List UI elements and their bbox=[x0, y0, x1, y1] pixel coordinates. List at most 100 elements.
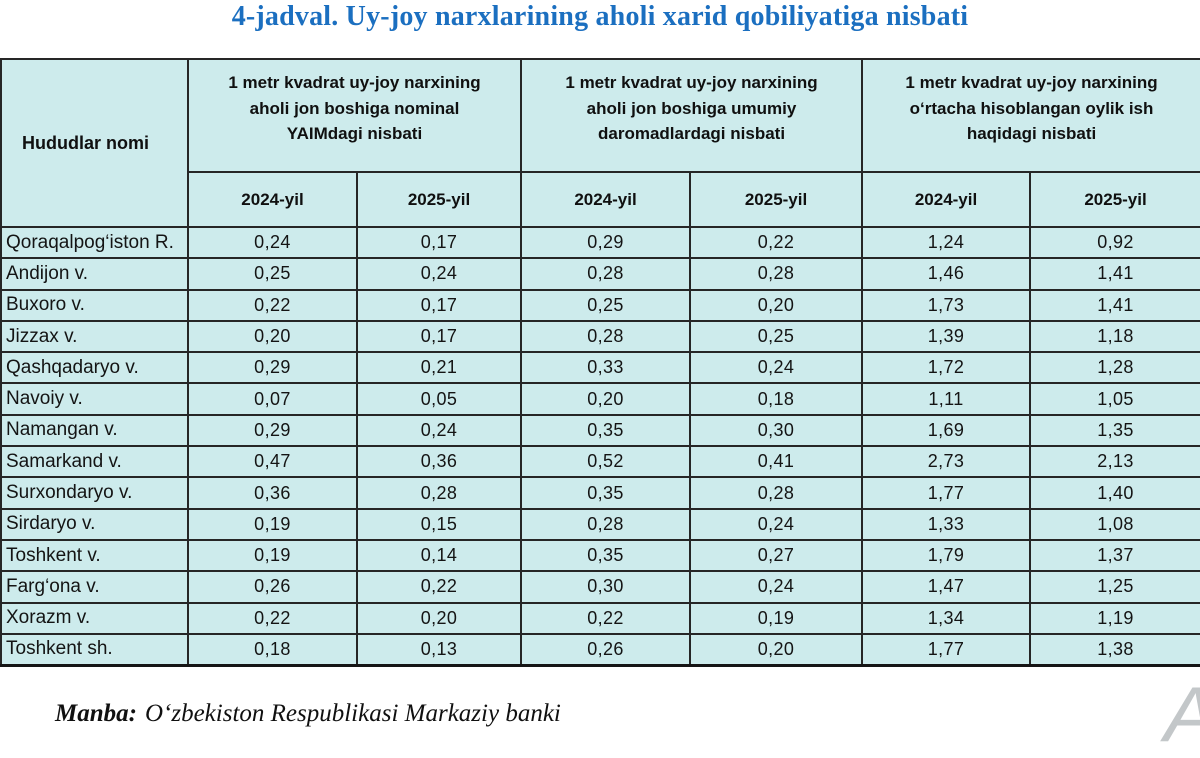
value-cell: 0,20 bbox=[355, 601, 523, 635]
source-note: Manba: O‘zbekiston Respublikasi Markaziy … bbox=[55, 700, 561, 728]
table-row: Jizzax v. 0,20 0,17 0,28 0,25 1,39 1,18 bbox=[0, 319, 1200, 354]
value-cell: 1,38 bbox=[1029, 632, 1200, 667]
year-header-2024: 2024-yil bbox=[187, 171, 358, 228]
value-cell: 0,22 bbox=[689, 225, 864, 260]
value-cell: 0,25 bbox=[187, 257, 358, 291]
table-row: Toshkent v. 0,19 0,14 0,35 0,27 1,79 1,37 bbox=[0, 538, 1200, 573]
value-cell: 1,46 bbox=[861, 257, 1032, 291]
region-name: Buxoro v. bbox=[0, 288, 189, 322]
value-cell: 0,20 bbox=[689, 288, 864, 322]
value-cell: 0,27 bbox=[689, 538, 864, 573]
value-cell: 0,15 bbox=[355, 507, 523, 541]
source-text: O‘zbekiston Respublikasi Markaziy banki bbox=[144, 700, 561, 727]
value-cell: 0,24 bbox=[187, 225, 358, 260]
value-cell: 0,20 bbox=[187, 319, 358, 354]
value-cell: 0,07 bbox=[187, 382, 358, 416]
year-header-2025: 2025-yil bbox=[689, 171, 864, 228]
value-cell: 0,22 bbox=[520, 601, 692, 635]
value-cell: 0,19 bbox=[689, 601, 864, 635]
table-row: Toshkent sh. 0,18 0,13 0,26 0,20 1,77 1,38 bbox=[0, 632, 1200, 667]
table-row: Navoiy v. 0,07 0,05 0,20 0,18 1,11 1,05 bbox=[0, 382, 1200, 416]
value-cell: 0,22 bbox=[187, 288, 358, 322]
region-name: Xorazm v. bbox=[0, 601, 189, 635]
value-cell: 1,69 bbox=[861, 413, 1032, 448]
region-name: Toshkent sh. bbox=[0, 632, 189, 667]
region-name: Farg‘ona v. bbox=[0, 570, 189, 604]
table-row: Xorazm v. 0,22 0,20 0,22 0,19 1,34 1,19 bbox=[0, 601, 1200, 635]
value-cell: 0,22 bbox=[187, 601, 358, 635]
value-cell: 0,29 bbox=[520, 225, 692, 260]
value-cell: 0,28 bbox=[520, 319, 692, 354]
value-cell: 0,24 bbox=[689, 351, 864, 385]
value-cell: 0,24 bbox=[689, 507, 864, 541]
region-name: Namangan v. bbox=[0, 413, 189, 448]
year-header-2025: 2025-yil bbox=[1029, 171, 1200, 228]
value-cell: 1,25 bbox=[1029, 570, 1200, 604]
value-cell: 0,17 bbox=[355, 288, 523, 322]
column-group-total-income: 1 metr kvadrat uy-joy narxining aholi jo… bbox=[520, 58, 864, 173]
table-row: Surxondaryo v. 0,36 0,28 0,35 0,28 1,77 1,40 bbox=[0, 476, 1200, 510]
value-cell: 0,25 bbox=[520, 288, 692, 322]
value-cell: 1,72 bbox=[861, 351, 1032, 385]
value-cell: 1,08 bbox=[1029, 507, 1200, 541]
value-cell: 2,73 bbox=[861, 445, 1032, 479]
housing-affordability-table: Hududlar nomi 1 metr kvadrat uy-joy narx… bbox=[0, 58, 1200, 667]
value-cell: 0,21 bbox=[355, 351, 523, 385]
table-header: Hududlar nomi 1 metr kvadrat uy-joy narx… bbox=[0, 58, 1200, 228]
value-cell: 0,20 bbox=[520, 382, 692, 416]
table-row: Buxoro v. 0,22 0,17 0,25 0,20 1,73 1,41 bbox=[0, 288, 1200, 322]
value-cell: 1,11 bbox=[861, 382, 1032, 416]
value-cell: 0,33 bbox=[520, 351, 692, 385]
value-cell: 0,22 bbox=[355, 570, 523, 604]
watermark-letter: A bbox=[1164, 675, 1200, 753]
table-row: Namangan v. 0,29 0,24 0,35 0,30 1,69 1,35 bbox=[0, 413, 1200, 448]
region-name: Jizzax v. bbox=[0, 319, 189, 354]
group-header-row: Hududlar nomi 1 metr kvadrat uy-joy narx… bbox=[0, 58, 1200, 228]
page-title: 4-jadval. Uy-joy narxlarining aholi xari… bbox=[231, 1, 969, 32]
value-cell: 1,19 bbox=[1029, 601, 1200, 635]
value-cell: 0,28 bbox=[689, 257, 864, 291]
region-name: Surxondaryo v. bbox=[0, 476, 189, 510]
value-cell: 0,17 bbox=[355, 319, 523, 354]
value-cell: 0,52 bbox=[520, 445, 692, 479]
value-cell: 1,37 bbox=[1029, 538, 1200, 573]
value-cell: 0,14 bbox=[355, 538, 523, 573]
value-cell: 1,24 bbox=[861, 225, 1032, 260]
value-cell: 1,34 bbox=[861, 601, 1032, 635]
value-cell: 0,28 bbox=[689, 476, 864, 510]
value-cell: 1,41 bbox=[1029, 288, 1200, 322]
value-cell: 2,13 bbox=[1029, 445, 1200, 479]
value-cell: 1,39 bbox=[861, 319, 1032, 354]
value-cell: 0,18 bbox=[689, 382, 864, 416]
value-cell: 1,18 bbox=[1029, 319, 1200, 354]
value-cell: 1,35 bbox=[1029, 413, 1200, 448]
value-cell: 1,40 bbox=[1029, 476, 1200, 510]
column-group-average-wage: 1 metr kvadrat uy-joy narxining o‘rtacha… bbox=[861, 58, 1200, 173]
value-cell: 0,30 bbox=[689, 413, 864, 448]
value-cell: 1,47 bbox=[861, 570, 1032, 604]
table-body: Qoraqalpog‘iston R. 0,24 0,17 0,29 0,22 1,24 0… bbox=[0, 225, 1200, 667]
column-group-nominal-gdp: 1 metr kvadrat uy-joy narxining aholi jo… bbox=[186, 58, 523, 173]
region-name: Qashqadaryo v. bbox=[0, 351, 189, 385]
table-row: Andijon v. 0,25 0,24 0,28 0,28 1,46 1,41 bbox=[0, 257, 1200, 291]
region-name: Qoraqalpog‘iston R. bbox=[0, 225, 189, 260]
region-name: Navoiy v. bbox=[0, 382, 189, 416]
value-cell: 0,24 bbox=[689, 570, 864, 604]
year-header-row: 2024-yil 2025-yil 2024-yil 2025-yil 2024… bbox=[1, 171, 1200, 228]
value-cell: 0,05 bbox=[355, 382, 523, 416]
value-cell: 0,36 bbox=[187, 476, 358, 510]
value-cell: 1,41 bbox=[1029, 257, 1200, 291]
region-name: Toshkent v. bbox=[0, 538, 189, 573]
value-cell: 0,36 bbox=[355, 445, 523, 479]
value-cell: 0,24 bbox=[355, 257, 523, 291]
value-cell: 0,19 bbox=[187, 507, 358, 541]
table-row: Qoraqalpog‘iston R. 0,24 0,17 0,29 0,22 1,24 0… bbox=[0, 225, 1200, 260]
table-row: Farg‘ona v. 0,26 0,22 0,30 0,24 1,47 1,25 bbox=[0, 570, 1200, 604]
value-cell: 1,28 bbox=[1029, 351, 1200, 385]
value-cell: 1,77 bbox=[861, 632, 1032, 667]
value-cell: 0,29 bbox=[187, 413, 358, 448]
value-cell: 0,29 bbox=[187, 351, 358, 385]
year-header-2024: 2024-yil bbox=[520, 171, 692, 228]
value-cell: 0,30 bbox=[520, 570, 692, 604]
value-cell: 0,47 bbox=[187, 445, 358, 479]
